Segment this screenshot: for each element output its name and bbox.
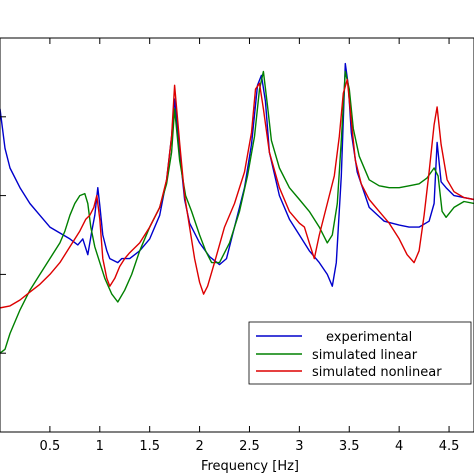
series-layer	[0, 62, 474, 354]
plot-frame	[0, 37, 474, 433]
x-tick-label: 2	[195, 439, 203, 454]
series-line-simulated-nonlinear	[0, 78, 474, 309]
legend-label-simulated-linear: simulated linear	[312, 348, 418, 363]
legend-box	[248, 321, 472, 385]
series-line-simulated-linear	[0, 70, 474, 354]
x-tick-label: 1	[96, 439, 104, 454]
legend-label-simulated-nonlinear: simulated nonlinear	[312, 365, 442, 380]
series-line-experimental	[0, 62, 474, 287]
x-tick-label: 4.5	[439, 439, 460, 454]
x-axis-label: Frequency [Hz]	[201, 459, 299, 474]
ticks-layer: 0.5 1 1.5 2 2.5 3 3.5 4 4.5	[0, 38, 459, 454]
x-tick-label: 3	[295, 439, 303, 454]
legend-label-experimental: experimental	[326, 330, 412, 345]
x-tick-label: 2.5	[239, 439, 260, 454]
legend: experimental simulated linear simulated …	[248, 321, 472, 385]
x-tick-label: 1.5	[139, 439, 160, 454]
x-tick-label: 3.5	[339, 439, 360, 454]
x-tick-label: 0.5	[40, 439, 61, 454]
x-tick-label: 4	[395, 439, 403, 454]
